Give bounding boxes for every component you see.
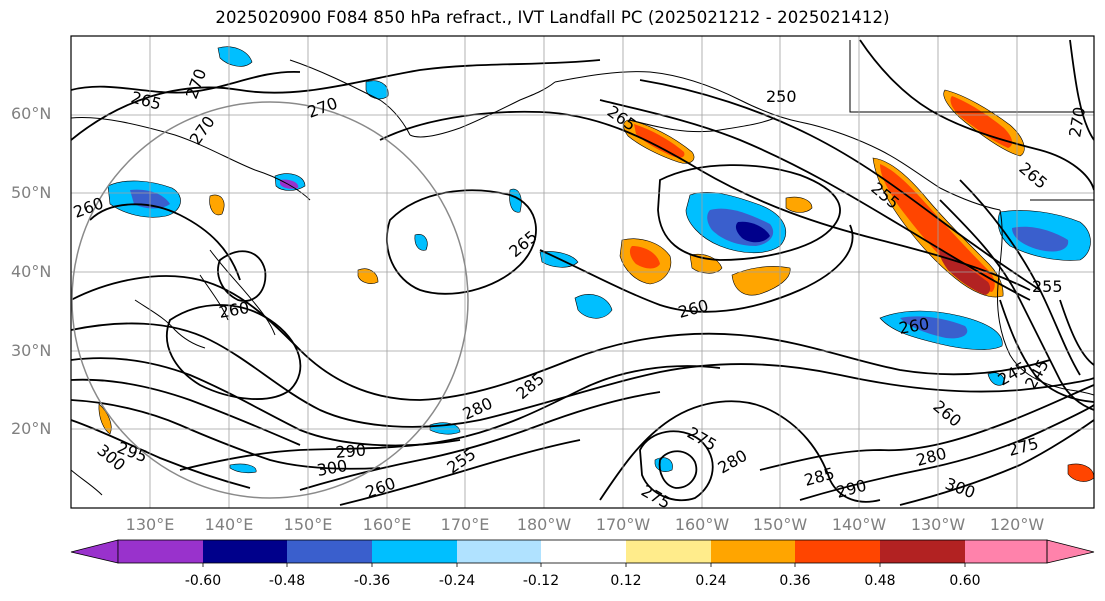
contour-label: 265	[1015, 159, 1051, 193]
contour-label: 260	[363, 473, 398, 501]
contour-label: 255	[443, 444, 479, 477]
lon-label: 180°W	[516, 515, 572, 534]
colorbar-tick-label: -0.60	[184, 573, 222, 589]
contour-label: 285	[802, 464, 836, 490]
lon-label: 140°E	[204, 515, 254, 534]
contour-label: 300	[943, 474, 978, 502]
colorbar-tick-label: -0.12	[522, 573, 560, 589]
colorbar-left-extend	[70, 539, 119, 564]
lat-label: 20°N	[11, 419, 52, 438]
refractivity-contours	[71, 39, 1094, 506]
colorbar-bin	[541, 540, 626, 563]
colorbar-bin	[965, 540, 1047, 563]
colorbar-tick-label: -0.36	[353, 573, 391, 589]
contour-label: 250	[766, 87, 797, 106]
colorbar-right-extend	[1046, 539, 1095, 564]
lat-label: 40°N	[11, 262, 52, 281]
colorbar-tick-label: 0.12	[610, 573, 642, 589]
contour-label: 300	[315, 456, 348, 480]
colorbar-bin	[118, 540, 203, 563]
contour-label: 270	[1065, 105, 1089, 138]
lon-label: 150°E	[283, 515, 333, 534]
region-circle	[71, 101, 469, 499]
colorbar-bin	[372, 540, 457, 563]
colorbar-bin	[880, 540, 965, 563]
contour-label: 260	[929, 397, 965, 431]
colorbar-tick-label: 0.36	[779, 573, 811, 589]
contour-label: 285	[512, 369, 548, 403]
contour-label: 275	[1006, 434, 1040, 460]
contour-label: 255	[1032, 277, 1063, 296]
contour-label: 280	[715, 446, 751, 478]
lon-label: 160°W	[674, 515, 730, 534]
contour-label: 260	[676, 296, 710, 322]
lat-label: 60°N	[11, 104, 52, 123]
lon-label: 170°W	[595, 515, 651, 534]
lat-label: 50°N	[11, 183, 52, 202]
lon-label: 130°E	[125, 515, 175, 534]
colorbar-bin	[795, 540, 880, 563]
colorbar-bin	[457, 540, 541, 563]
map-frame	[70, 35, 1095, 509]
contour-label: 290	[335, 440, 367, 462]
plot-title: 2025020900 F084 850 hPa refract., IVT La…	[215, 8, 890, 27]
lon-label: 150°W	[752, 515, 808, 534]
colorbar-tick-label: -0.48	[268, 573, 306, 589]
graticule	[71, 36, 1094, 508]
colorbar	[70, 539, 1095, 567]
contour-label: 270	[305, 93, 340, 121]
contour-label: 260	[71, 193, 106, 221]
lon-label: 170°E	[440, 515, 490, 534]
colorbar-outline	[117, 539, 1048, 564]
lon-label: 120°W	[989, 515, 1045, 534]
colorbar-bin	[287, 540, 372, 563]
lon-label: 130°W	[910, 515, 966, 534]
colorbar-tick-label: -0.24	[438, 573, 476, 589]
contour-label: 270	[186, 112, 219, 148]
contour-label: 290	[834, 476, 868, 502]
contour-label: 260	[217, 298, 250, 322]
coastlines	[71, 40, 1094, 496]
colorbar-tick-label: 0.60	[949, 573, 981, 589]
colorbar-bin	[711, 540, 795, 563]
lat-label: 30°N	[11, 341, 52, 360]
colorbar-tick-label: 0.24	[695, 573, 727, 589]
lon-label: 140°W	[831, 515, 887, 534]
contour-label: 270	[182, 66, 210, 101]
colorbar-tick-label: 0.48	[864, 573, 896, 589]
colorbar-bin	[203, 540, 287, 563]
colorbar-bin	[626, 540, 711, 563]
lon-label: 160°E	[362, 515, 412, 534]
